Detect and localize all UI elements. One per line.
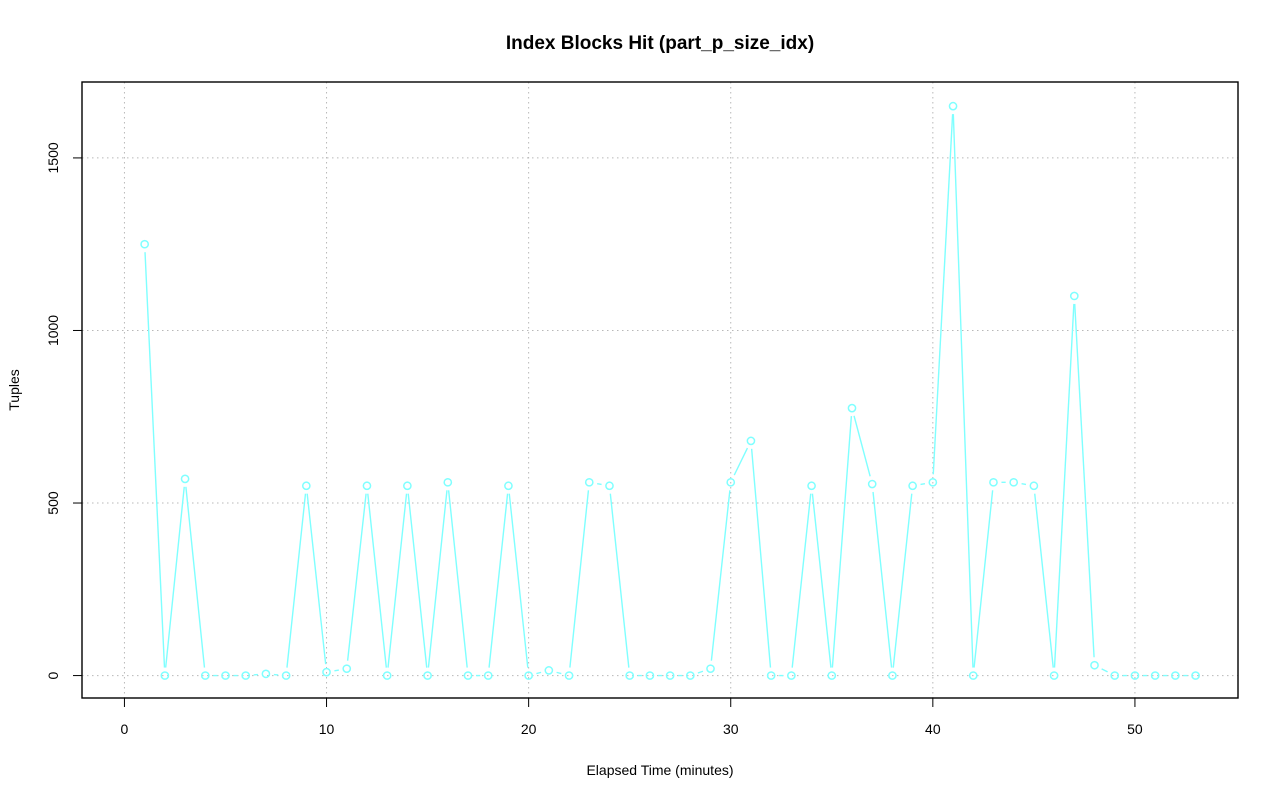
line-segment — [893, 494, 912, 668]
line-segment — [570, 490, 589, 667]
line-segment — [287, 494, 306, 668]
data-point — [505, 482, 512, 489]
line-segment — [711, 490, 729, 660]
line-segment — [145, 252, 164, 667]
line-segment — [408, 494, 427, 668]
series-line — [141, 103, 1199, 680]
data-point — [545, 667, 552, 674]
line-segment — [186, 487, 205, 668]
line-segment — [536, 672, 541, 673]
line-segment — [428, 490, 447, 667]
data-point — [181, 475, 188, 482]
y-tick-label: 1500 — [45, 142, 61, 173]
x-tick-label: 10 — [319, 721, 335, 737]
chart-title: Index Blocks Hit (part_p_size_idx) — [506, 33, 814, 54]
line-segment — [1102, 669, 1108, 672]
data-point — [1010, 479, 1017, 486]
line-segment — [812, 494, 831, 668]
line-segment — [307, 494, 325, 664]
data-point — [768, 672, 775, 679]
plot-frame — [82, 82, 1238, 698]
x-tick-label: 0 — [121, 721, 129, 737]
data-point — [444, 479, 451, 486]
x-axis-label: Elapsed Time (minutes) — [586, 762, 733, 778]
data-point — [343, 665, 350, 672]
line-segment — [1075, 304, 1094, 657]
data-point — [565, 672, 572, 679]
line-segment — [166, 487, 185, 668]
x-tick-label: 40 — [925, 721, 941, 737]
line-segment — [368, 494, 387, 668]
line-segment — [921, 484, 925, 485]
line-segment — [933, 114, 952, 474]
line-segment — [610, 494, 629, 668]
line-segment — [509, 494, 528, 668]
y-axis: 0 500 1000 1500 — [45, 142, 82, 679]
data-point — [1091, 662, 1098, 669]
line-segment — [832, 416, 851, 667]
line-segment — [1055, 304, 1074, 668]
data-point — [303, 482, 310, 489]
data-point — [141, 241, 148, 248]
data-point — [949, 103, 956, 110]
data-point — [262, 670, 269, 677]
data-point — [363, 482, 370, 489]
x-axis: 0 10 20 30 40 50 — [121, 698, 1143, 737]
data-point — [1050, 672, 1057, 679]
line-segment — [557, 672, 562, 673]
line-segment — [873, 492, 892, 668]
line-segment — [388, 494, 407, 668]
line-segment — [1035, 494, 1054, 668]
data-point — [909, 482, 916, 489]
x-tick-label: 20 — [521, 721, 537, 737]
line-segment — [974, 490, 993, 667]
line-segment — [698, 671, 703, 673]
data-point — [586, 479, 593, 486]
data-point — [788, 672, 795, 679]
data-point — [1030, 482, 1037, 489]
data-point — [1071, 292, 1078, 299]
data-point — [848, 405, 855, 412]
data-point — [747, 437, 754, 444]
y-tick-label: 0 — [45, 671, 61, 679]
data-point — [606, 482, 613, 489]
data-point — [869, 480, 876, 487]
data-point — [283, 672, 290, 679]
line-segment — [334, 670, 338, 671]
series-layer — [141, 103, 1199, 680]
line-segment — [752, 449, 771, 668]
data-point — [404, 482, 411, 489]
line-segment — [449, 490, 468, 667]
line-segment — [953, 114, 973, 667]
grid-lines — [82, 82, 1238, 698]
x-tick-label: 50 — [1127, 721, 1143, 737]
x-tick-label: 30 — [723, 721, 739, 737]
line-segment — [792, 494, 811, 668]
line-segment — [1022, 484, 1026, 485]
data-point — [707, 665, 714, 672]
y-tick-label: 1000 — [45, 315, 61, 346]
data-point — [828, 672, 835, 679]
y-axis-label: Tuples — [6, 369, 22, 411]
y-tick-label: 500 — [45, 491, 61, 515]
line-segment — [348, 494, 366, 661]
line-segment — [734, 448, 747, 475]
data-point — [990, 479, 997, 486]
line-segment — [489, 494, 508, 668]
line-segment — [854, 416, 870, 476]
data-point — [808, 482, 815, 489]
line-segment — [597, 484, 601, 485]
